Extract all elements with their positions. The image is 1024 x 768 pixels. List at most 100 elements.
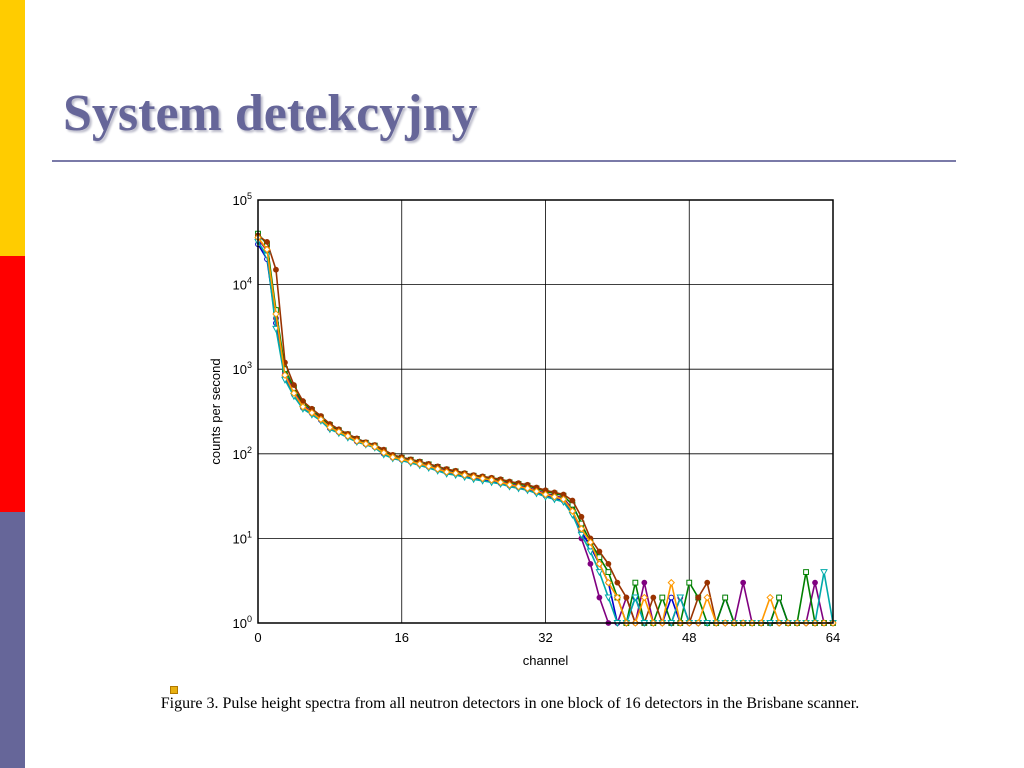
data-point: [605, 560, 612, 567]
data-point: [290, 389, 298, 397]
data-point: [722, 594, 729, 601]
accent-stripe-yellow: [0, 0, 25, 256]
data-point: [281, 371, 289, 379]
data-point: [514, 482, 523, 491]
data-point: [605, 569, 612, 575]
figure-caption: Figure 3. Pulse height spectra from all …: [160, 695, 860, 712]
data-point: [604, 594, 613, 602]
data-point: [631, 594, 640, 602]
data-point: [300, 398, 306, 404]
data-point: [650, 594, 657, 601]
accent-stripe-red: [0, 256, 25, 512]
y-axis-label: counts per second: [208, 358, 223, 464]
pulse-height-chart: 0 16 32 48 64 100 101 102 103 104 105 channel coun…: [208, 191, 841, 668]
y-tick-label: 101: [233, 529, 252, 546]
x-tick-label: 0: [254, 630, 261, 645]
data-point: [317, 415, 325, 424]
data-point: [496, 478, 505, 487]
data-point: [442, 468, 451, 476]
data-point: [380, 449, 388, 457]
data-point: [478, 474, 487, 483]
data-point: [614, 579, 621, 586]
data-point: [766, 593, 774, 602]
data-point: [389, 453, 397, 461]
data-point: [595, 569, 604, 577]
data-point: [740, 579, 747, 586]
data-point: [362, 440, 370, 448]
chart-grid: [257, 199, 834, 624]
data-point: [550, 493, 559, 501]
data-point: [659, 594, 666, 601]
accent-stripe-blue: [0, 512, 25, 768]
y-tick-label: 105: [233, 191, 252, 208]
y-tick-label: 103: [233, 360, 252, 377]
plot-frame: [257, 199, 834, 624]
data-point: [469, 473, 478, 481]
data-point: [407, 457, 415, 466]
data-point: [595, 560, 604, 568]
data-point: [416, 460, 424, 468]
y-tick-label: 102: [233, 445, 252, 462]
data-point: [803, 569, 809, 575]
data-point: [703, 593, 711, 602]
data-point: [640, 593, 649, 602]
data-point: [632, 579, 639, 586]
data-point: [596, 594, 603, 601]
data-point: [667, 578, 675, 587]
chart-ticks: 0 16 32 48 64 100 101 102 103 104 105: [233, 191, 841, 645]
data-point: [398, 455, 406, 464]
caption-bullet-icon: [170, 686, 178, 694]
data-point: [308, 409, 316, 417]
data-point: [291, 382, 297, 388]
data-point: [263, 245, 271, 254]
data-point: [487, 476, 496, 484]
data-point: [335, 428, 343, 436]
data-point: [344, 432, 352, 440]
y-tick-label: 100: [233, 614, 252, 631]
data-point: [299, 403, 307, 411]
data-point: [371, 443, 379, 451]
data-point: [578, 513, 585, 520]
data-point: [433, 465, 442, 473]
y-tick-label: 104: [233, 276, 252, 293]
data-point: [559, 495, 568, 503]
x-tick-label: 16: [395, 630, 409, 645]
x-tick-label: 64: [826, 630, 840, 645]
x-tick-label: 48: [682, 630, 696, 645]
data-point: [668, 594, 675, 601]
data-point: [596, 548, 603, 555]
data-point: [695, 594, 702, 601]
title-underline: [52, 160, 956, 162]
data-point: [586, 538, 595, 546]
data-point: [541, 490, 550, 499]
data-point: [505, 481, 514, 489]
data-point: [272, 310, 280, 318]
data-point: [704, 579, 711, 586]
data-point: [326, 423, 334, 432]
x-axis-label: channel: [523, 653, 569, 668]
data-point: [577, 525, 586, 533]
data-point: [676, 594, 685, 602]
data-point: [532, 487, 541, 496]
data-point: [353, 437, 361, 445]
x-tick-label: 32: [538, 630, 552, 645]
data-point: [820, 569, 828, 577]
data-point: [587, 560, 594, 567]
data-point: [812, 579, 818, 586]
data-point: [604, 578, 613, 587]
data-point: [641, 579, 648, 586]
data-point: [613, 593, 622, 602]
data-point: [586, 548, 595, 556]
data-point: [273, 266, 279, 273]
data-point: [686, 579, 693, 586]
data-point: [569, 497, 576, 504]
data-point: [623, 594, 630, 601]
data-point: [264, 238, 270, 245]
slide-title: System detekcyjny: [63, 85, 478, 142]
data-point: [424, 462, 433, 471]
data-point: [776, 594, 782, 601]
data-point: [523, 484, 532, 493]
data-point: [460, 471, 469, 479]
data-point: [451, 469, 460, 477]
data-point: [568, 507, 577, 515]
